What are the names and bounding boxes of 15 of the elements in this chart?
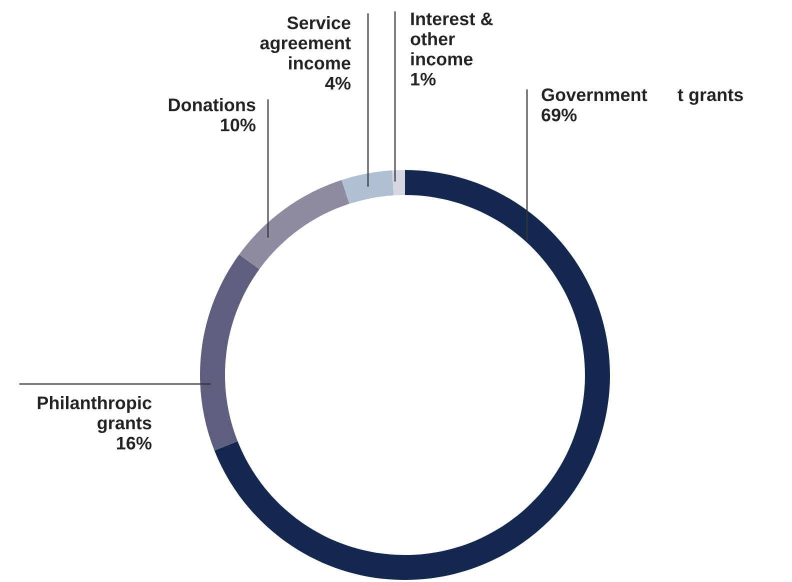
donut-slice: [239, 180, 350, 270]
slice-label: Philanthropic grants: [38, 396, 152, 434]
donut-slice: [392, 170, 405, 196]
data-label: 1%: [411, 72, 436, 86]
donut-slice: [214, 170, 610, 580]
slice-label: Donations: [168, 98, 256, 112]
data-label: 69%: [542, 108, 577, 122]
data-label: 4%: [325, 76, 351, 90]
slice-label: Government t grants: [542, 88, 743, 105]
data-label: 10%: [221, 118, 256, 132]
donut-slice: [200, 254, 260, 450]
data-label: 16%: [117, 436, 152, 450]
slice-label: Service agreement income: [260, 16, 351, 70]
donut-slice: [342, 170, 394, 204]
slice-label: Interest & other income: [410, 12, 493, 66]
